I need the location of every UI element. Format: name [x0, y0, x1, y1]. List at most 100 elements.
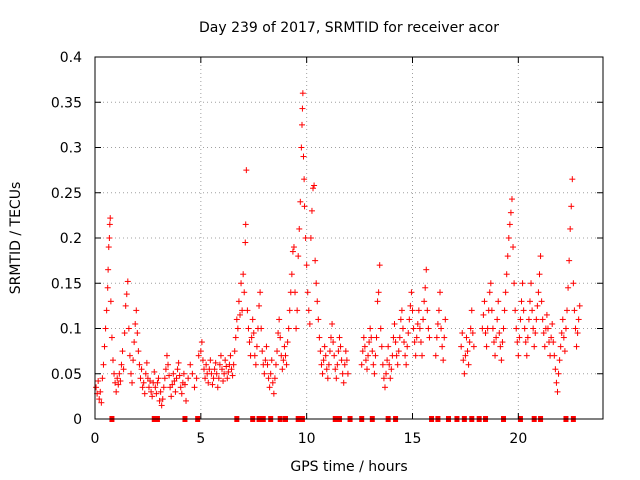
data-point: [531, 343, 538, 350]
data-point: [397, 316, 404, 323]
data-point: [285, 325, 292, 332]
data-point: [308, 207, 315, 214]
data-point: [373, 334, 380, 341]
data-point: [550, 339, 557, 346]
data-point: [492, 352, 499, 359]
data-point: [220, 377, 227, 384]
data-point: [565, 284, 572, 291]
data-point: [267, 370, 274, 377]
data-point: [324, 375, 331, 382]
data-point: [197, 348, 204, 355]
data-point: [504, 253, 511, 260]
data-point: [442, 316, 449, 323]
data-point: [484, 325, 491, 332]
data-point: [101, 343, 108, 350]
data-point: [225, 368, 232, 375]
points-layer: [93, 90, 583, 409]
data-point: [157, 388, 164, 395]
data-point: [538, 298, 545, 305]
y-tick-label: 0.25: [51, 186, 82, 202]
data-point: [361, 343, 368, 350]
data-point: [289, 248, 296, 255]
data-point: [505, 235, 512, 241]
data-point: [258, 325, 265, 332]
data-point: [306, 320, 313, 327]
data-point: [152, 384, 159, 391]
data-point: [117, 377, 124, 384]
data-point: [177, 384, 184, 391]
data-point: [276, 316, 283, 323]
data-point: [426, 334, 433, 341]
data-point: [224, 375, 231, 382]
data-point: [163, 352, 170, 359]
x-tick-label: 0: [91, 431, 100, 447]
data-point: [283, 361, 290, 368]
data-point: [266, 384, 273, 391]
data-point: [393, 352, 400, 359]
data-point: [464, 348, 471, 355]
data-point: [155, 375, 162, 382]
data-point: [272, 361, 279, 368]
data-point: [383, 370, 390, 377]
data-point: [234, 325, 241, 332]
data-point: [423, 266, 430, 273]
data-point: [571, 307, 578, 314]
data-point: [298, 144, 305, 151]
data-point: [221, 370, 228, 377]
data-point: [483, 343, 490, 350]
data-point: [295, 253, 302, 260]
data-point: [559, 316, 566, 323]
data-point: [529, 307, 536, 314]
data-point: [97, 388, 104, 395]
data-point: [501, 307, 508, 314]
data-point: [169, 381, 176, 388]
data-point: [388, 366, 395, 373]
data-point: [314, 298, 321, 305]
data-point: [387, 375, 394, 382]
data-point: [133, 307, 140, 314]
data-point: [415, 307, 422, 314]
data-point: [104, 284, 111, 291]
data-point: [263, 343, 270, 350]
data-point: [96, 396, 103, 403]
data-point: [534, 302, 541, 309]
data-point: [370, 361, 377, 368]
data-point: [253, 343, 260, 350]
data-point: [205, 379, 212, 386]
data-point: [525, 316, 532, 323]
data-point: [264, 361, 271, 368]
data-point: [372, 352, 379, 359]
data-point: [323, 366, 330, 373]
data-point: [548, 334, 555, 341]
data-point: [207, 357, 214, 364]
data-point: [270, 390, 277, 397]
data-point: [375, 289, 382, 296]
data-point: [228, 366, 235, 373]
data-point: [301, 203, 308, 210]
data-point: [165, 361, 172, 368]
data-point: [293, 325, 300, 332]
x-tick-label: 5: [196, 431, 205, 447]
data-point: [369, 348, 376, 355]
data-point: [149, 393, 156, 400]
data-point: [524, 334, 531, 341]
data-point: [507, 209, 514, 216]
data-point: [178, 390, 185, 397]
data-point: [340, 379, 347, 386]
data-point: [329, 320, 336, 327]
data-point: [208, 370, 215, 377]
data-point: [180, 370, 187, 377]
data-point: [284, 339, 291, 346]
data-point: [269, 379, 276, 386]
data-point: [299, 105, 306, 112]
data-point: [482, 330, 489, 337]
data-point: [315, 316, 322, 323]
data-point: [106, 235, 113, 241]
data-point: [183, 397, 190, 404]
data-point: [203, 361, 210, 368]
x-tick-label: 10: [298, 431, 316, 447]
data-point: [515, 352, 522, 359]
data-point: [488, 307, 495, 314]
data-point: [403, 361, 410, 368]
